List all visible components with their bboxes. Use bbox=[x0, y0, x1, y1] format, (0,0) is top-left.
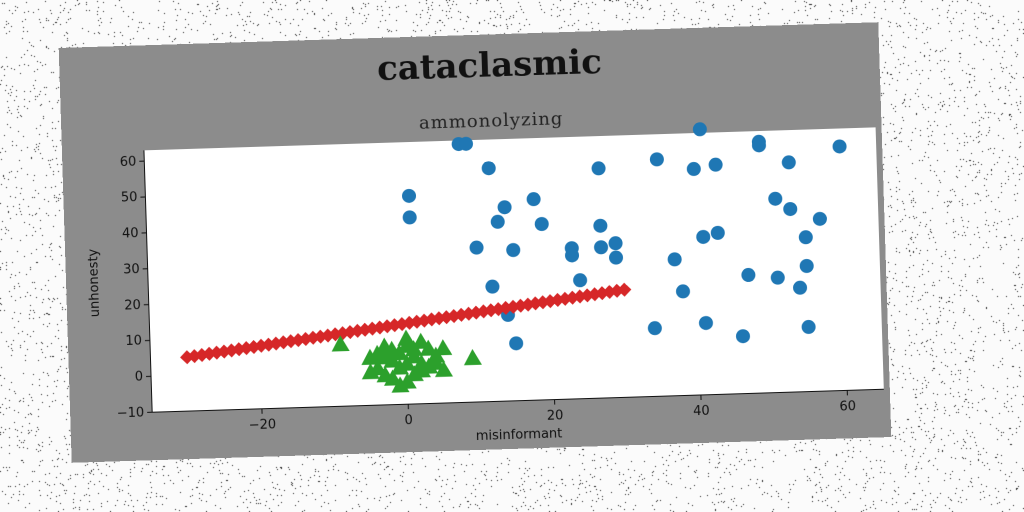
y-tick-label: −10 bbox=[117, 405, 145, 421]
y-tick-label: 20 bbox=[124, 298, 141, 314]
chart-title: cataclasmic bbox=[376, 42, 602, 89]
plot-area bbox=[144, 127, 884, 412]
x-tick-label: 0 bbox=[404, 413, 413, 428]
y-tick-label: 60 bbox=[120, 154, 137, 170]
x-tick-label: 40 bbox=[693, 404, 710, 420]
x-tick-label: 20 bbox=[547, 408, 564, 424]
y-tick-label: 0 bbox=[135, 370, 144, 385]
y-tick-label: 50 bbox=[121, 190, 138, 206]
chart-subtitle: ammonolyzing bbox=[419, 108, 564, 134]
y-axis-label: unhonesty bbox=[86, 248, 103, 317]
y-tick-label: 10 bbox=[125, 334, 142, 350]
y-tick-label: 40 bbox=[122, 226, 139, 242]
y-tick-label: 30 bbox=[123, 262, 140, 278]
chart-svg: cataclasmic ammonolyzing −20 0 20 40 60 −10 0… bbox=[59, 22, 892, 463]
x-tick-label: 60 bbox=[839, 399, 856, 415]
x-tick-label: −20 bbox=[248, 417, 276, 433]
x-axis-label: misinformant bbox=[476, 426, 563, 444]
chart-figure: cataclasmic ammonolyzing −20 0 20 40 60 −10 0… bbox=[59, 22, 892, 463]
